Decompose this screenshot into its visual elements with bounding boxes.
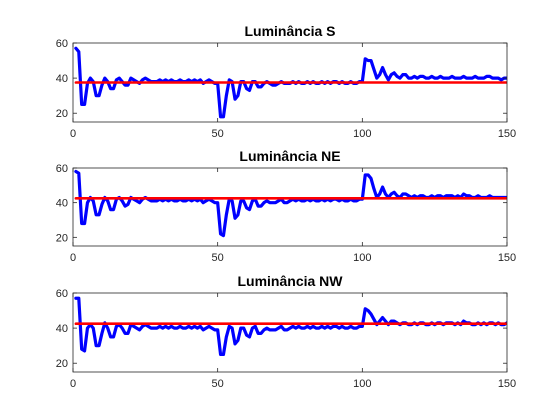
y-tick-label: 20 [56, 232, 68, 244]
y-tick-label: 20 [56, 108, 68, 120]
x-tick-label: 100 [353, 252, 371, 264]
x-tick-label: 150 [498, 252, 516, 264]
y-tick-label: 20 [56, 358, 68, 370]
subplot-1: 0 50 100 150 20 40 60 Luminância S [56, 23, 516, 140]
axes-box [72, 292, 508, 373]
y-tick-label: 40 [56, 198, 68, 210]
x-tick-label: 150 [498, 378, 516, 390]
axes-box [72, 167, 508, 247]
y-tick-label: 60 [56, 163, 68, 175]
subplot-3: 0 50 100 150 20 40 60 Luminância NW [56, 273, 516, 390]
x-tick-label: 100 [353, 128, 371, 140]
subplot-title: Luminância NE [239, 148, 340, 164]
y-tick-label: 60 [56, 288, 68, 300]
y-tick-label: 40 [56, 323, 68, 335]
x-tick-label: 0 [70, 378, 76, 390]
axes-box [72, 42, 508, 123]
x-tick-label: 50 [212, 252, 224, 264]
x-tick-label: 150 [498, 128, 516, 140]
x-tick-label: 50 [212, 378, 224, 390]
subplot-title: Luminância S [244, 23, 335, 39]
x-tick-label: 0 [70, 128, 76, 140]
x-tick-label: 0 [70, 252, 76, 264]
y-tick-label: 40 [56, 73, 68, 85]
subplots: 0 50 100 150 20 40 60 Luminância S 0 50 100 150 20 40… [56, 23, 516, 390]
subplot-title: Luminância NW [237, 273, 343, 289]
subplot-2: 0 50 100 150 20 40 60 Luminância NE [56, 148, 516, 264]
y-tick-label: 60 [56, 38, 68, 50]
x-tick-label: 50 [212, 128, 224, 140]
x-tick-label: 100 [353, 378, 371, 390]
